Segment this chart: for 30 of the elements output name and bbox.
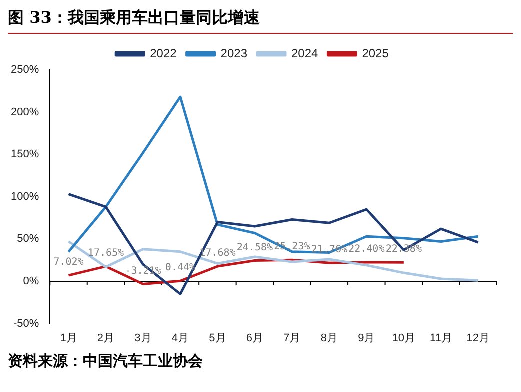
data-label: 17.65%	[88, 248, 124, 260]
x-tick-label: 10月	[392, 332, 416, 344]
y-tick-label: 150%	[10, 148, 40, 161]
data-label: 22.38%	[386, 244, 422, 256]
legend-label: 2025	[362, 46, 390, 60]
y-tick-label: 250%	[10, 64, 40, 76]
x-tick-label: 9月	[358, 332, 376, 344]
y-tick-label: 200%	[10, 106, 40, 118]
chart-title: 图 33：我国乘用车出口量同比增速	[8, 8, 513, 34]
y-tick-label: 100%	[10, 190, 40, 203]
text: 资料来源：中国汽车工业协会	[8, 352, 204, 371]
y-tick-label: 50%	[17, 233, 40, 246]
y-tick-label: -50%	[13, 318, 40, 330]
x-tick-label: 1月	[60, 332, 78, 344]
x-tick-label: 7月	[284, 332, 301, 344]
x-tick-label: 3月	[134, 332, 152, 344]
data-label: 24.58%	[236, 242, 274, 254]
x-tick-label: 5月	[209, 332, 226, 344]
x-tick-label: 12月	[466, 332, 490, 344]
x-tick-label: 6月	[246, 332, 264, 344]
legend-label: 2022	[150, 46, 178, 60]
data-label: 7.02%	[54, 257, 84, 268]
x-tick-label: 11月	[430, 332, 452, 344]
legend-label: 2023	[220, 46, 248, 60]
x-tick-label: 4月	[172, 332, 190, 344]
x-tick-label: 8月	[320, 332, 338, 344]
x-tick-label: 2月	[97, 332, 115, 344]
data-label: 22.40%	[348, 244, 385, 256]
legend-label: 2024	[292, 46, 319, 60]
y-tick-label: 0%	[23, 276, 40, 288]
